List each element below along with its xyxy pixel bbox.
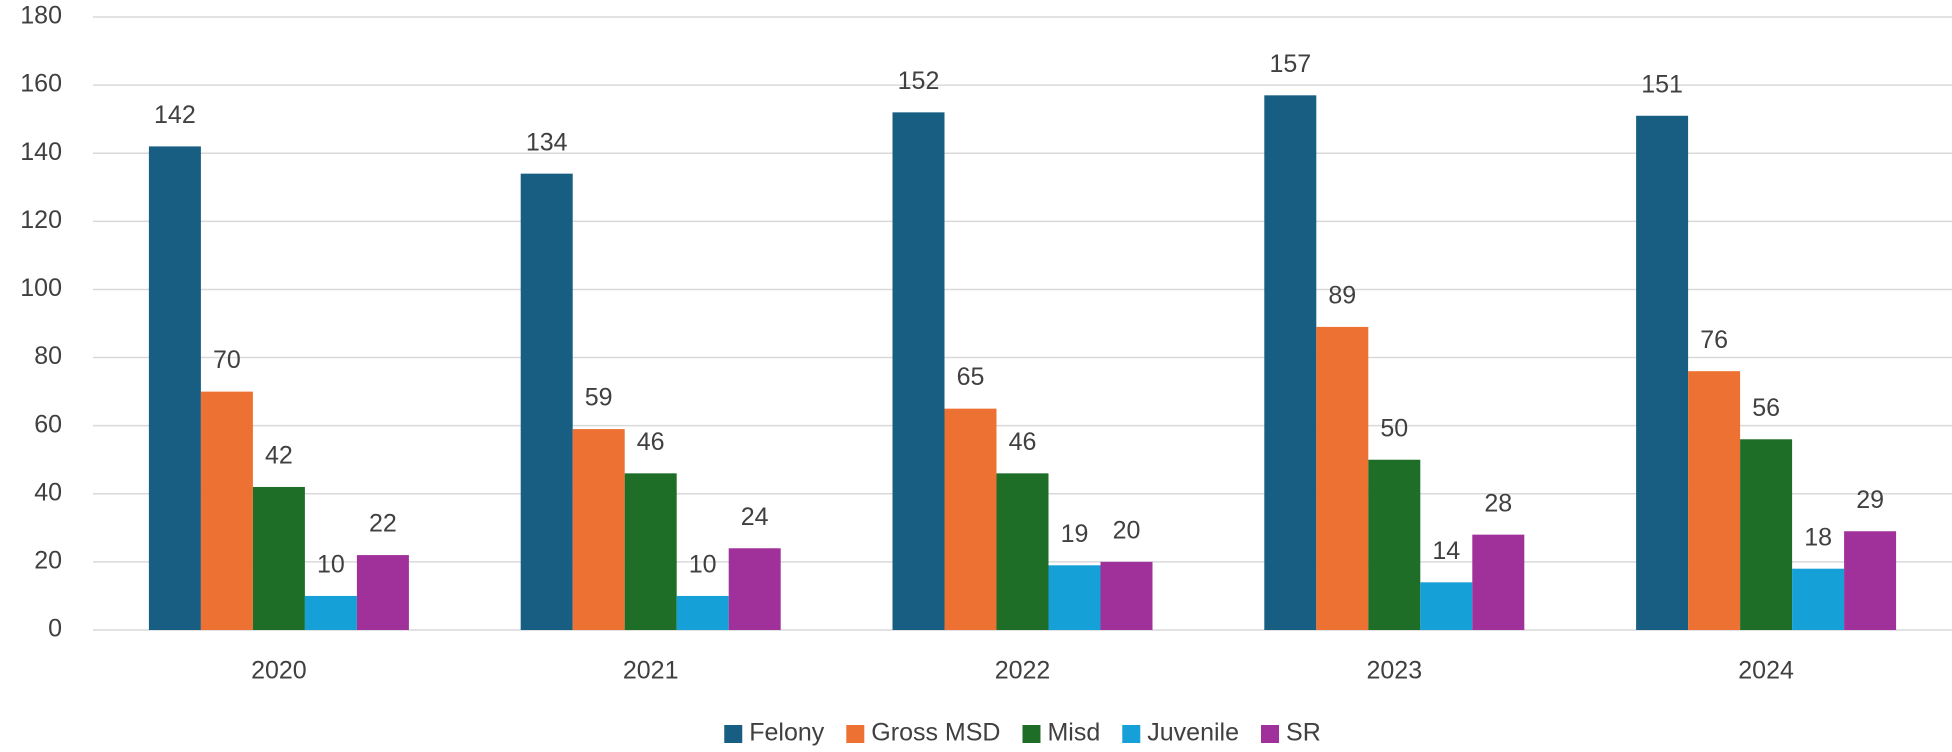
data-label: 19	[1061, 520, 1089, 548]
bar	[1844, 531, 1897, 630]
data-label: 70	[213, 346, 241, 374]
bar	[1792, 568, 1845, 630]
legend: Felony Gross MSD Misd Juvenile SR	[724, 719, 1321, 747]
data-label: 65	[957, 363, 985, 391]
bar	[1420, 582, 1473, 630]
bar	[1316, 326, 1369, 630]
data-label: 89	[1328, 282, 1356, 310]
data-label: 152	[898, 67, 940, 95]
data-label: 42	[265, 442, 293, 470]
data-label: 24	[741, 503, 769, 531]
bar	[1688, 371, 1741, 630]
legend-label: SR	[1286, 719, 1321, 747]
bar	[1264, 95, 1317, 631]
bar	[1740, 439, 1793, 630]
legend-swatch	[1022, 725, 1041, 743]
x-tick-label: 2021	[623, 657, 679, 685]
legend-label: Misd	[1047, 719, 1100, 747]
y-tick-label: 100	[20, 274, 62, 302]
bar	[1636, 115, 1689, 630]
y-tick-label: 20	[34, 546, 62, 574]
data-label: 50	[1380, 414, 1408, 442]
bar	[892, 112, 945, 631]
data-label: 46	[1009, 428, 1037, 456]
legend-label: Felony	[749, 719, 825, 747]
bar	[304, 595, 357, 630]
y-tick-label: 140	[20, 138, 62, 166]
y-tick-label: 180	[20, 2, 62, 30]
bar	[624, 473, 677, 630]
y-tick-label: 120	[20, 206, 62, 234]
bar	[676, 595, 729, 630]
x-tick-label: 2023	[1366, 657, 1422, 685]
data-label: 134	[526, 128, 568, 156]
data-label: 28	[1484, 489, 1512, 517]
legend-label: Juvenile	[1147, 719, 1239, 747]
x-tick-label: 2020	[251, 657, 307, 685]
bar	[148, 146, 201, 630]
data-label: 142	[154, 101, 196, 129]
bar	[1048, 565, 1101, 630]
data-label: 157	[1269, 50, 1311, 78]
y-tick-label: 160	[20, 70, 62, 98]
legend-swatch	[1261, 725, 1280, 743]
y-tick-label: 40	[34, 478, 62, 506]
bar	[996, 473, 1049, 630]
data-label: 14	[1432, 537, 1460, 565]
bar	[1472, 534, 1525, 630]
y-tick-label: 0	[48, 615, 62, 643]
bar	[200, 391, 253, 630]
bar	[356, 555, 409, 630]
bar	[1100, 561, 1153, 630]
y-tick-label: 80	[34, 342, 62, 370]
data-label: 22	[369, 510, 397, 538]
data-label: 29	[1856, 486, 1884, 514]
bar	[1368, 459, 1421, 630]
y-tick-label: 60	[34, 410, 62, 438]
legend-swatch	[724, 725, 743, 743]
data-label: 20	[1113, 516, 1141, 544]
legend-label: Gross MSD	[871, 719, 1000, 747]
bar	[252, 486, 305, 630]
bar	[572, 429, 625, 630]
data-label: 76	[1700, 326, 1728, 354]
bar	[728, 548, 781, 630]
data-label: 10	[317, 551, 345, 579]
legend-swatch	[1122, 725, 1141, 743]
bar	[944, 408, 997, 630]
legend-swatch	[846, 725, 865, 743]
data-label: 56	[1752, 394, 1780, 422]
data-label: 18	[1804, 523, 1832, 551]
x-tick-label: 2024	[1738, 657, 1794, 685]
data-label: 59	[585, 384, 613, 412]
data-label: 46	[637, 428, 665, 456]
data-label: 151	[1641, 70, 1683, 98]
bar	[520, 173, 573, 630]
data-label: 10	[689, 551, 717, 579]
x-tick-label: 2022	[995, 657, 1051, 685]
